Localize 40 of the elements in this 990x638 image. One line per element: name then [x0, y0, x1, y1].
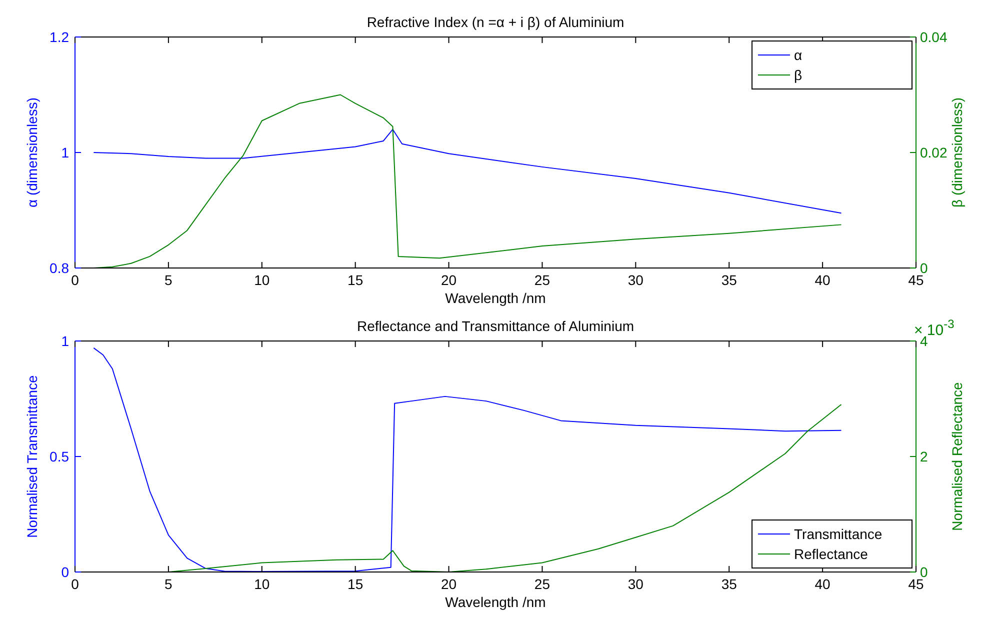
x-tick-label: 25: [534, 576, 550, 592]
legend-label: β: [794, 67, 802, 83]
y2-tick-label: 0.04: [920, 29, 948, 45]
x-tick-label: 35: [721, 272, 738, 288]
x-tick-label: 10: [254, 576, 270, 592]
legend-label: Reflectance: [794, 546, 868, 562]
x-tick-label: 5: [164, 576, 173, 592]
x-tick-label: 15: [348, 272, 364, 288]
x-tick-label: 5: [164, 272, 173, 288]
y2-axis-title: β (dimensionless): [949, 98, 965, 208]
x-tick-label: 35: [721, 576, 738, 592]
x-tick-label: 20: [440, 272, 457, 288]
y-axis-title: Normalised Transmittance: [24, 374, 40, 538]
line-series: [93, 128, 842, 214]
x-tick-label: 40: [814, 272, 831, 288]
x-tick-label: 20: [440, 576, 457, 592]
x-tick-label: 15: [348, 576, 364, 592]
x-tick-label: 0: [71, 576, 80, 592]
legend-label: α: [794, 47, 802, 63]
y2-tick-label: 2: [920, 448, 928, 464]
x-tick-label: 10: [254, 272, 270, 288]
x-tick-label: 25: [534, 272, 550, 288]
x-tick-label: 30: [628, 576, 644, 592]
x-tick-label: 0: [71, 272, 80, 288]
y-tick-label: 0.8: [50, 260, 70, 276]
x-tick-label: 30: [628, 272, 644, 288]
x-axis-title: Wavelength /nm: [445, 290, 546, 306]
x-tick-label: 40: [814, 576, 831, 592]
legend-label: Transmittance: [794, 526, 882, 542]
y2-axis-title: Normalised Reflectance: [949, 382, 965, 531]
y-tick-label: 0: [61, 564, 70, 580]
chart-title: Reflectance and Transmittance of Aluminium: [356, 318, 634, 334]
y-axis-title: α (dimensionless): [24, 97, 40, 208]
y2-tick-label: 0.02: [920, 144, 948, 160]
y-tick-label: 1: [61, 144, 70, 160]
y-tick-label: 0.5: [50, 448, 70, 464]
y-tick-label: 1.2: [50, 29, 70, 45]
chart-title: Refractive Index (n =α + i β) of Aluminium: [366, 14, 624, 30]
y-tick-label: 1: [61, 333, 70, 349]
x-axis-title: Wavelength /nm: [445, 594, 546, 610]
